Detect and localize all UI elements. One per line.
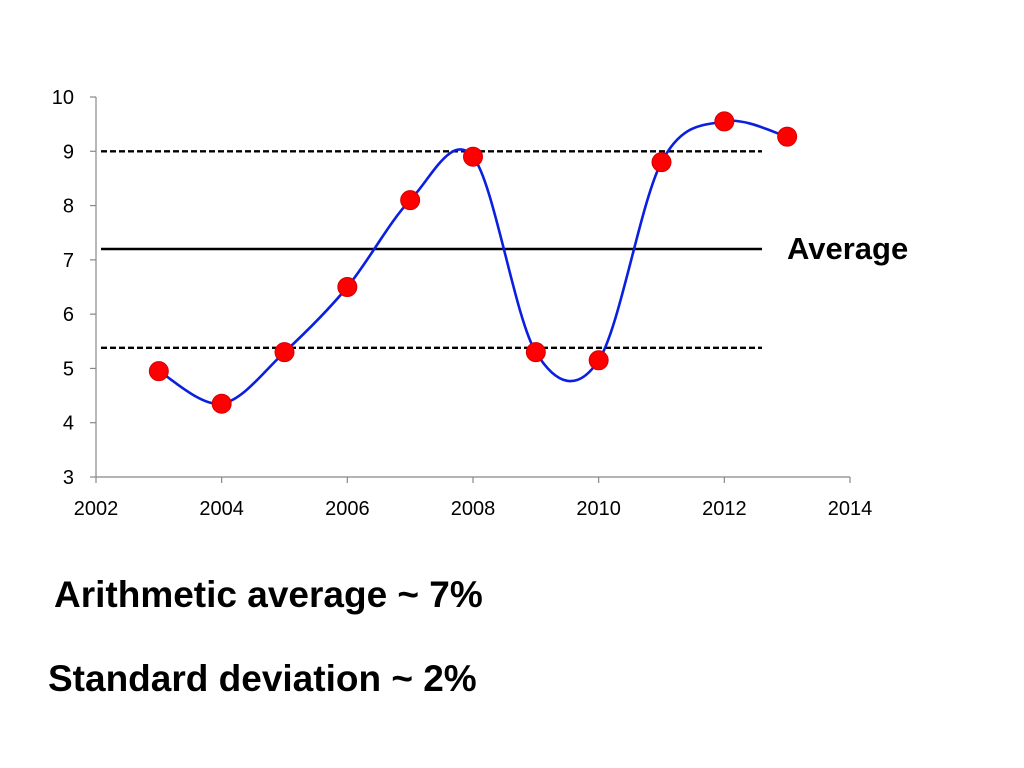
data-point bbox=[400, 190, 421, 211]
average-line-label: Average bbox=[787, 231, 908, 266]
data-point bbox=[148, 361, 169, 382]
tick-labels: 3 4 5 6 7 8 9 10 2002 2004 2006 2008 2010 2012 2014 Ave… bbox=[52, 87, 908, 520]
data-point bbox=[651, 152, 672, 173]
x-tick-label: 2002 bbox=[74, 498, 119, 520]
x-tick-label: 2010 bbox=[576, 498, 621, 520]
y-tick-label: 7 bbox=[63, 250, 74, 272]
y-tick-label: 9 bbox=[63, 141, 74, 163]
data-point bbox=[777, 126, 798, 147]
data-point bbox=[337, 277, 358, 297]
line-chart: 3 4 5 6 7 8 9 10 2002 2004 2006 2008 2010 2012 2014 Ave… bbox=[52, 87, 908, 520]
y-tick-label: 4 bbox=[63, 413, 74, 435]
x-tick-label: 2004 bbox=[199, 498, 244, 520]
y-tick-label: 3 bbox=[63, 467, 74, 489]
data-point bbox=[525, 342, 546, 363]
x-tick-label: 2008 bbox=[451, 498, 496, 520]
data-point bbox=[211, 393, 232, 414]
y-tick-label: 10 bbox=[52, 87, 74, 109]
x-tick-label: 2012 bbox=[702, 498, 747, 520]
data-point bbox=[714, 111, 735, 132]
y-tick-label: 6 bbox=[63, 304, 74, 326]
data-point bbox=[588, 350, 609, 371]
x-tick-label: 2006 bbox=[325, 498, 370, 520]
chart-axes bbox=[90, 96, 851, 483]
data-point bbox=[274, 342, 295, 363]
data-series bbox=[148, 111, 798, 414]
y-tick-label: 5 bbox=[63, 358, 74, 380]
data-point bbox=[463, 146, 483, 167]
standard-deviation-caption: Standard deviation ~ 2% bbox=[48, 658, 477, 699]
x-tick-label: 2014 bbox=[828, 498, 873, 520]
arithmetic-average-caption: Arithmetic average ~ 7% bbox=[54, 574, 483, 615]
reference-lines bbox=[101, 150, 762, 349]
y-tick-label: 8 bbox=[63, 196, 74, 218]
